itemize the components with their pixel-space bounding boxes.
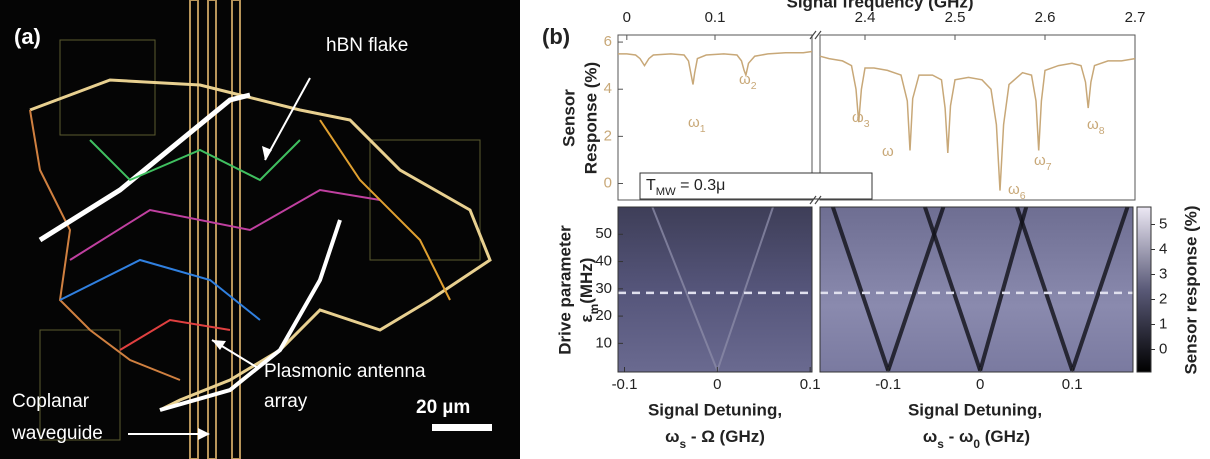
colorbar-tick-label: 2 (1159, 290, 1167, 307)
y-tick-label: 6 (604, 33, 612, 50)
y-tick-label: 4 (604, 80, 612, 97)
label-part: T (646, 177, 656, 194)
subscript: MW (656, 186, 676, 198)
y-tick-label: 50 (595, 225, 612, 242)
y-axis-title: Sensor (559, 89, 578, 147)
x-tick-label: 0.1 (705, 9, 726, 26)
peak-label: ω3 (852, 109, 870, 130)
x-tick-label: 0 (713, 376, 721, 393)
annotation: waveguide (11, 423, 103, 444)
label-part: (MHz) (577, 258, 596, 304)
label-part: ω (1034, 152, 1046, 169)
peak-label: ω6 (1008, 181, 1026, 202)
label-part: = 0.3μ (676, 177, 726, 194)
label-part: ω (882, 143, 894, 160)
x-tick-label: 2.4 (855, 9, 876, 26)
x-tick-label: 0 (623, 9, 631, 26)
heatmap-field (618, 207, 812, 372)
colorbar-tick-label: 5 (1159, 215, 1167, 232)
colorbar (1137, 207, 1151, 372)
annotation: Plasmonic antenna (264, 361, 426, 382)
panel-label: (b) (542, 24, 570, 49)
x-axis-title: Signal Detuning, (648, 400, 782, 419)
y-tick-label: 0 (604, 174, 612, 191)
x-tick-label: 0.1 (1062, 376, 1083, 393)
colorbar-tick-label: 1 (1159, 315, 1167, 332)
y-axis-title: Drive parameter (555, 225, 574, 355)
x-tick-label: 0.1 (800, 376, 821, 393)
peak-label: ω7 (1034, 152, 1052, 173)
peak-label: ω8 (1087, 116, 1105, 137)
x-tick-label: -0.1 (612, 376, 638, 393)
x-axis-title: Signal Detuning, (908, 400, 1042, 419)
x-tick-label: -0.1 (875, 376, 901, 393)
peak-label: ω (882, 143, 894, 160)
label-part: ω (665, 427, 679, 446)
x-tick-label: 2.5 (945, 9, 966, 26)
subscript: 2 (751, 80, 757, 92)
label-part: ω (688, 114, 700, 131)
colorbar-tick-label: 4 (1159, 240, 1167, 257)
annotation: hBN flake (326, 35, 408, 56)
subscript: 3 (864, 118, 870, 130)
rich-label: ωs - Ω (GHz) (665, 427, 765, 451)
y-axis-title: Response (%) (581, 62, 600, 174)
label-part: ω (739, 71, 751, 88)
label-part: (GHz) (980, 427, 1030, 446)
x-tick-label: 2.7 (1125, 9, 1146, 26)
figure: (a) hBN flake Plasmonic antenna array Co… (0, 0, 1210, 459)
annotation: Coplanar (12, 391, 90, 412)
subscript: 6 (1020, 190, 1026, 202)
label-part: ω (923, 427, 937, 446)
subscript: 7 (1046, 161, 1052, 173)
rich-label: ωs - ω0 (GHz) (923, 427, 1030, 451)
label-part: - Ω (GHz) (686, 427, 765, 446)
y-tick-label: 30 (595, 280, 612, 297)
colorbar-title: Sensor response (%) (1181, 205, 1200, 374)
colorbar-tick-label: 0 (1159, 340, 1167, 357)
spectrum-line (618, 52, 812, 85)
panel-label: (a) (14, 24, 41, 49)
colorbar-tick-label: 3 (1159, 265, 1167, 282)
heatmap-field (820, 207, 1133, 372)
label-part: ω (1008, 181, 1020, 198)
y-tick-label: 40 (595, 253, 612, 270)
label-part: ε (577, 314, 596, 322)
label-part: ω (852, 109, 864, 126)
subscript: 1 (700, 123, 706, 135)
annotation: array (264, 391, 308, 412)
subscript: m (587, 304, 601, 315)
scale-bar-label: 20 µm (416, 397, 470, 418)
label-part: - ω (944, 427, 973, 446)
x-tick-label: 0 (976, 376, 984, 393)
subscript: 8 (1099, 125, 1105, 137)
y-tick-label: 2 (604, 127, 612, 144)
label-part: ω (1087, 116, 1099, 133)
y-tick-label: 10 (595, 334, 612, 351)
x-tick-label: 2.6 (1035, 9, 1056, 26)
peak-label: ω2 (739, 71, 757, 92)
peak-label: ω1 (688, 114, 706, 135)
